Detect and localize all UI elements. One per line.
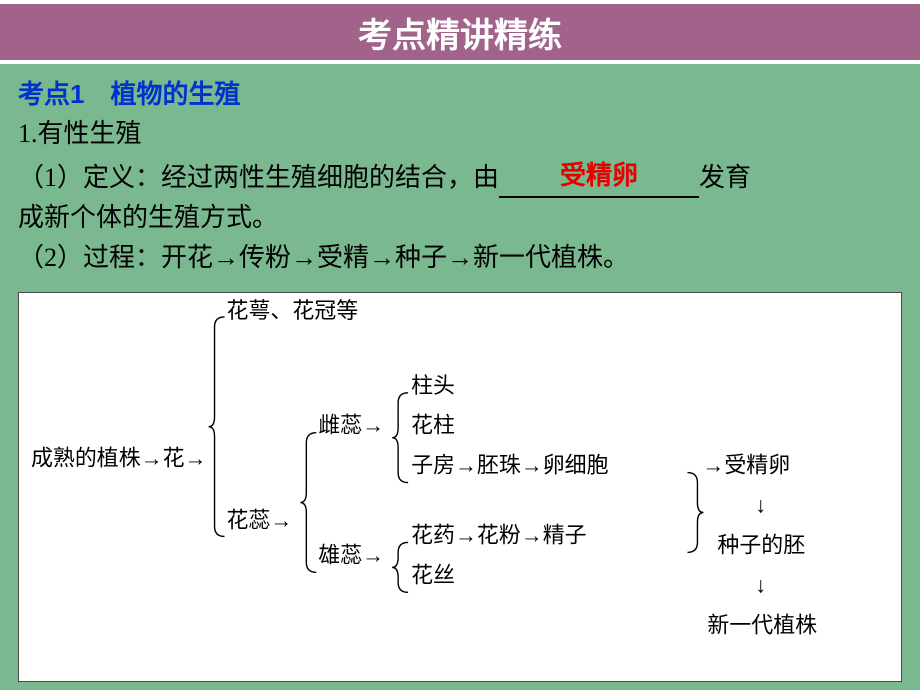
def-part-b: 发育 — [699, 163, 751, 192]
svg-text:花柱: 花柱 — [411, 413, 455, 438]
svg-text:花药→花粉→精子: 花药→花粉→精子 — [411, 523, 587, 548]
svg-text:↓: ↓ — [755, 493, 766, 518]
svg-text:雌蕊→: 雌蕊→ — [318, 413, 384, 438]
process-line: （2）过程：开花→传粉→受精→种子→新一代植株。 — [18, 238, 902, 278]
svg-text:↓: ↓ — [755, 573, 766, 598]
content-area: 考点1 植物的生殖 1.有性生殖 （1）定义：经过两性生殖细胞的结合，由 受精卵 发… — [0, 64, 920, 682]
flower-diagram: 成熟的植株→花→ 花萼、花冠等花蕊→ 雌蕊→ 雄蕊→ 柱头花柱子房→胚珠→卵细胞花药→花… — [18, 292, 902, 682]
diagram-svg: 成熟的植株→花→ 花萼、花冠等花蕊→ 雌蕊→ 雄蕊→ 柱头花柱子房→胚珠→卵细胞花药→花… — [19, 293, 901, 682]
svg-text:花萼、花冠等: 花萼、花冠等 — [227, 298, 359, 323]
svg-text:花丝: 花丝 — [411, 563, 455, 588]
svg-text:花蕊→: 花蕊→ — [227, 508, 293, 533]
blank-answer: 受精卵 — [560, 160, 638, 190]
header-banner: 考点精讲精练 — [0, 0, 920, 64]
svg-text:→受精卵: →受精卵 — [702, 453, 790, 478]
def-part-a: （1）定义：经过两性生殖细胞的结合，由 — [18, 163, 499, 192]
header-title: 考点精讲精练 — [358, 8, 562, 57]
svg-text:柱头: 柱头 — [411, 373, 455, 398]
fill-blank: 受精卵 — [499, 155, 699, 198]
svg-text:种子的胚: 种子的胚 — [717, 533, 805, 558]
svg-text:雄蕊→: 雄蕊→ — [318, 543, 384, 568]
svg-text:成熟的植株→花→: 成熟的植株→花→ — [31, 446, 207, 471]
section-title: 1.有性生殖 — [18, 114, 902, 154]
definition-line-2: 成新个体的生殖方式。 — [18, 198, 902, 238]
svg-text:子房→胚珠→卵细胞: 子房→胚珠→卵细胞 — [411, 453, 609, 478]
keypoint-heading: 考点1 植物的生殖 — [18, 74, 902, 114]
svg-text:新一代植株: 新一代植株 — [707, 613, 817, 638]
definition-line-1: （1）定义：经过两性生殖细胞的结合，由 受精卵 发育 — [18, 155, 902, 198]
